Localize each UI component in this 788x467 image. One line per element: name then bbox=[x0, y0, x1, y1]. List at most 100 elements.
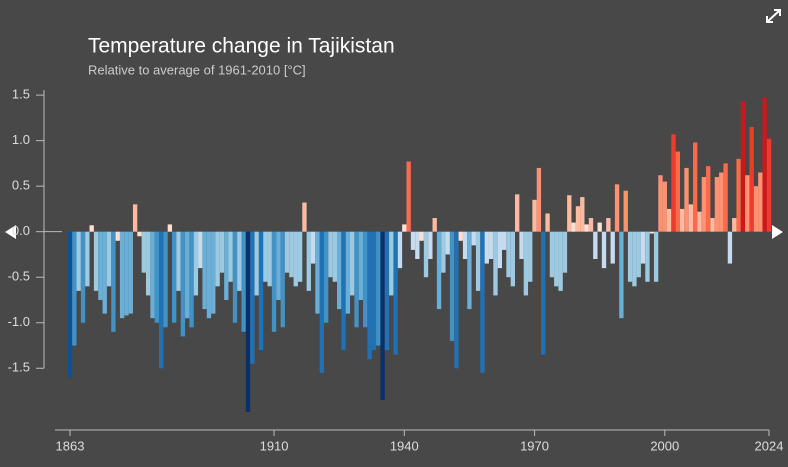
bar bbox=[480, 231, 485, 373]
bar bbox=[363, 231, 368, 328]
bar bbox=[515, 194, 520, 232]
x-tick-label: 2024 bbox=[755, 438, 784, 453]
bar bbox=[228, 231, 233, 282]
x-tick-label: 1910 bbox=[260, 438, 289, 453]
bar bbox=[284, 231, 290, 273]
bar bbox=[354, 231, 359, 328]
bar bbox=[745, 175, 750, 232]
bar bbox=[315, 231, 320, 314]
bar bbox=[484, 231, 489, 264]
bar bbox=[632, 231, 637, 287]
right-arrow[interactable] bbox=[772, 225, 783, 239]
chart-subtitle: Relative to average of 1961-2010 [°C] bbox=[88, 62, 306, 77]
bar bbox=[623, 190, 628, 232]
bar bbox=[76, 231, 81, 291]
bar bbox=[358, 231, 364, 300]
bar bbox=[584, 224, 589, 232]
bar bbox=[345, 231, 351, 314]
bar bbox=[658, 175, 663, 232]
bar bbox=[606, 218, 611, 232]
bar bbox=[384, 231, 390, 351]
chart-title: Temperature change in Tajikistan bbox=[88, 35, 395, 58]
y-tick-label: 1.0 bbox=[12, 132, 30, 147]
expand-icon[interactable] bbox=[766, 9, 781, 23]
x-tick-label: 1940 bbox=[390, 438, 419, 453]
bar bbox=[706, 166, 711, 232]
bar bbox=[85, 231, 90, 287]
bar bbox=[245, 231, 251, 412]
y-tick-label: 1.5 bbox=[12, 87, 30, 102]
bar bbox=[597, 222, 602, 232]
bar bbox=[710, 218, 715, 232]
bar bbox=[241, 231, 246, 332]
bar bbox=[280, 231, 285, 328]
bar bbox=[172, 231, 177, 323]
x-tick-label: 1863 bbox=[56, 438, 85, 453]
y-tick-label: -1.0 bbox=[8, 314, 30, 329]
bar bbox=[180, 231, 186, 337]
bar bbox=[719, 172, 724, 232]
bar bbox=[567, 195, 572, 232]
bar bbox=[323, 231, 329, 323]
bar bbox=[267, 231, 272, 287]
bar bbox=[519, 231, 524, 259]
bar bbox=[380, 231, 385, 401]
bar bbox=[341, 231, 346, 351]
y-tick-label: -0.5 bbox=[8, 269, 30, 284]
bar bbox=[636, 231, 641, 278]
bar bbox=[102, 231, 107, 314]
bar bbox=[666, 208, 672, 232]
bar bbox=[653, 231, 659, 282]
bar bbox=[263, 231, 268, 282]
bar bbox=[684, 167, 689, 232]
bar bbox=[649, 231, 654, 234]
bar bbox=[671, 134, 676, 232]
bar bbox=[506, 231, 511, 278]
bar bbox=[762, 97, 767, 232]
bar bbox=[758, 172, 763, 232]
bar bbox=[441, 231, 446, 273]
bar bbox=[428, 231, 433, 259]
bar bbox=[571, 222, 576, 232]
bar bbox=[119, 231, 125, 319]
bar bbox=[462, 231, 468, 259]
bar bbox=[154, 231, 160, 323]
bar bbox=[675, 151, 680, 232]
bar bbox=[254, 231, 259, 296]
bar bbox=[124, 231, 129, 316]
bar bbox=[67, 231, 73, 378]
bar bbox=[766, 138, 772, 232]
bar bbox=[224, 231, 229, 300]
bar bbox=[454, 231, 459, 369]
bar bbox=[619, 231, 624, 319]
bar bbox=[736, 158, 741, 232]
bar bbox=[458, 231, 463, 241]
bar bbox=[371, 231, 377, 351]
left-arrow[interactable] bbox=[5, 225, 16, 239]
bar bbox=[328, 231, 333, 278]
bar bbox=[423, 231, 429, 278]
bar bbox=[115, 231, 120, 241]
bar bbox=[610, 231, 615, 264]
bar bbox=[250, 231, 255, 364]
bar bbox=[350, 231, 355, 296]
bar bbox=[432, 218, 437, 232]
bar bbox=[536, 167, 542, 232]
bar bbox=[558, 231, 563, 291]
bar bbox=[753, 186, 759, 232]
bar bbox=[475, 231, 481, 291]
bar bbox=[532, 199, 537, 232]
bar bbox=[662, 181, 667, 232]
bar bbox=[402, 224, 407, 232]
bar bbox=[523, 231, 529, 296]
bar bbox=[510, 231, 516, 287]
bar bbox=[310, 231, 316, 264]
bar bbox=[72, 231, 77, 346]
bar bbox=[562, 231, 568, 273]
bar bbox=[415, 231, 420, 259]
bar bbox=[393, 231, 398, 355]
bar bbox=[410, 231, 416, 250]
bar bbox=[137, 231, 142, 237]
bar bbox=[319, 231, 324, 373]
bar bbox=[640, 231, 646, 264]
